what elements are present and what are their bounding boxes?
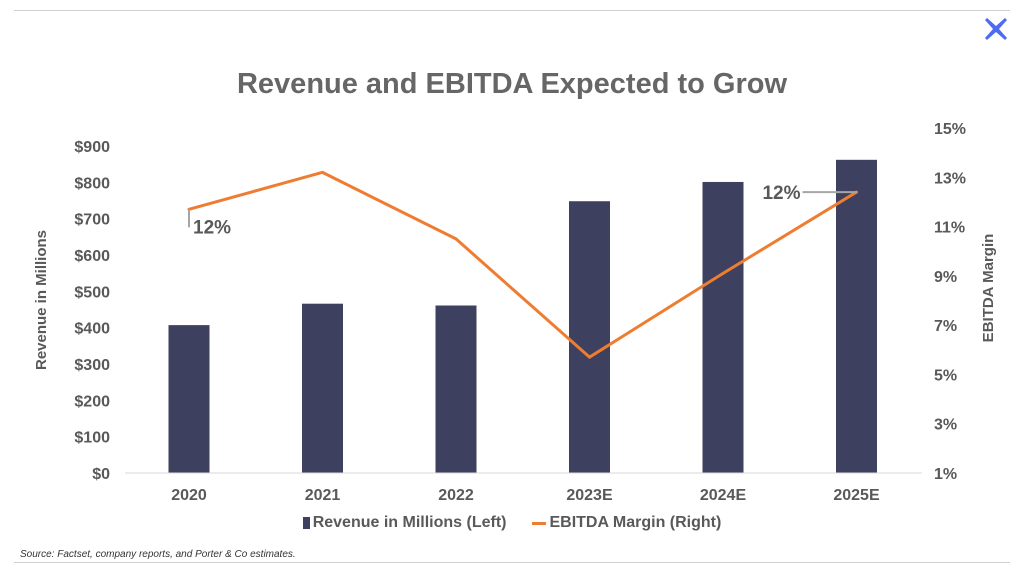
legend-item-revenue: Revenue in Millions (Left) bbox=[302, 514, 507, 532]
chart-legend: Revenue in Millions (Left) EBITDA Margin… bbox=[0, 514, 1024, 532]
revenue-bar bbox=[836, 159, 877, 473]
left-axis-label: Revenue in Millions bbox=[33, 230, 50, 370]
left-tick-label: $500 bbox=[74, 284, 110, 301]
revenue-bar bbox=[435, 305, 477, 473]
x-axis-ticks: 2020 2021 2022 2023E 2024E 2025E bbox=[171, 487, 880, 504]
top-divider bbox=[14, 10, 1010, 11]
revenue-bar bbox=[302, 303, 343, 473]
right-axis-ticks: 1% 3% 5% 7% 9% 11% 13% 15% bbox=[934, 121, 966, 483]
ebitda-margin-line bbox=[187, 170, 858, 359]
x-tick-label: 2025E bbox=[833, 487, 880, 504]
legend-item-ebitda: EBITDA Margin (Right) bbox=[532, 514, 721, 532]
left-tick-label: $0 bbox=[92, 466, 110, 483]
right-tick-label: 1% bbox=[934, 466, 957, 483]
ebitda-margin-point bbox=[721, 271, 725, 275]
ebitda-margin-point bbox=[454, 237, 458, 241]
x-tick-label: 2023E bbox=[566, 487, 613, 504]
ebitda-margin-point bbox=[321, 170, 324, 174]
revenue-bars bbox=[168, 159, 877, 473]
x-tick-label: 2024E bbox=[700, 487, 747, 504]
right-tick-label: 13% bbox=[934, 170, 966, 187]
x-tick-label: 2022 bbox=[438, 487, 474, 504]
bottom-divider bbox=[14, 562, 1010, 563]
annotation-label: 12% bbox=[762, 183, 800, 204]
chart-title: Revenue and EBITDA Expected to Grow bbox=[236, 68, 788, 100]
legend-label-ebitda: EBITDA Margin (Right) bbox=[549, 514, 722, 531]
left-tick-label: $300 bbox=[74, 357, 110, 374]
right-tick-label: 7% bbox=[934, 318, 957, 335]
left-tick-label: $200 bbox=[74, 393, 110, 410]
right-tick-label: 15% bbox=[934, 121, 966, 138]
right-tick-label: 3% bbox=[934, 417, 957, 434]
left-tick-label: $400 bbox=[74, 321, 110, 338]
revenue-bar bbox=[702, 181, 744, 473]
left-tick-label: $900 bbox=[74, 139, 110, 156]
left-tick-label: $600 bbox=[74, 248, 110, 265]
legend-swatch-ebitda bbox=[532, 521, 547, 525]
left-axis-ticks: $0 $100 $200 $300 $400 $500 $600 $700 $800 $900 bbox=[74, 139, 110, 483]
x-cross-logo-icon bbox=[985, 18, 1007, 40]
right-tick-label: 11% bbox=[934, 220, 965, 237]
left-tick-label: $700 bbox=[74, 212, 110, 229]
data-annotations: 12% 12% bbox=[188, 183, 857, 238]
source-note: Source: Factset, company reports, and Po… bbox=[20, 549, 296, 560]
revenue-bar bbox=[168, 325, 210, 473]
right-tick-label: 5% bbox=[934, 367, 957, 384]
right-tick-label: 9% bbox=[934, 269, 957, 286]
left-tick-label: $800 bbox=[74, 175, 110, 192]
right-axis-label: EBITDA Margin bbox=[980, 234, 997, 343]
left-tick-label: $100 bbox=[74, 430, 110, 447]
legend-swatch-revenue bbox=[302, 517, 310, 529]
legend-label-revenue: Revenue in Millions (Left) bbox=[312, 514, 507, 531]
x-tick-label: 2020 bbox=[171, 487, 207, 504]
x-tick-label: 2021 bbox=[305, 487, 341, 504]
revenue-bar bbox=[569, 201, 610, 473]
ebitda-margin-point bbox=[588, 355, 591, 359]
annotation-label: 12% bbox=[193, 217, 231, 238]
ebitda-margin-polyline bbox=[188, 170, 858, 359]
